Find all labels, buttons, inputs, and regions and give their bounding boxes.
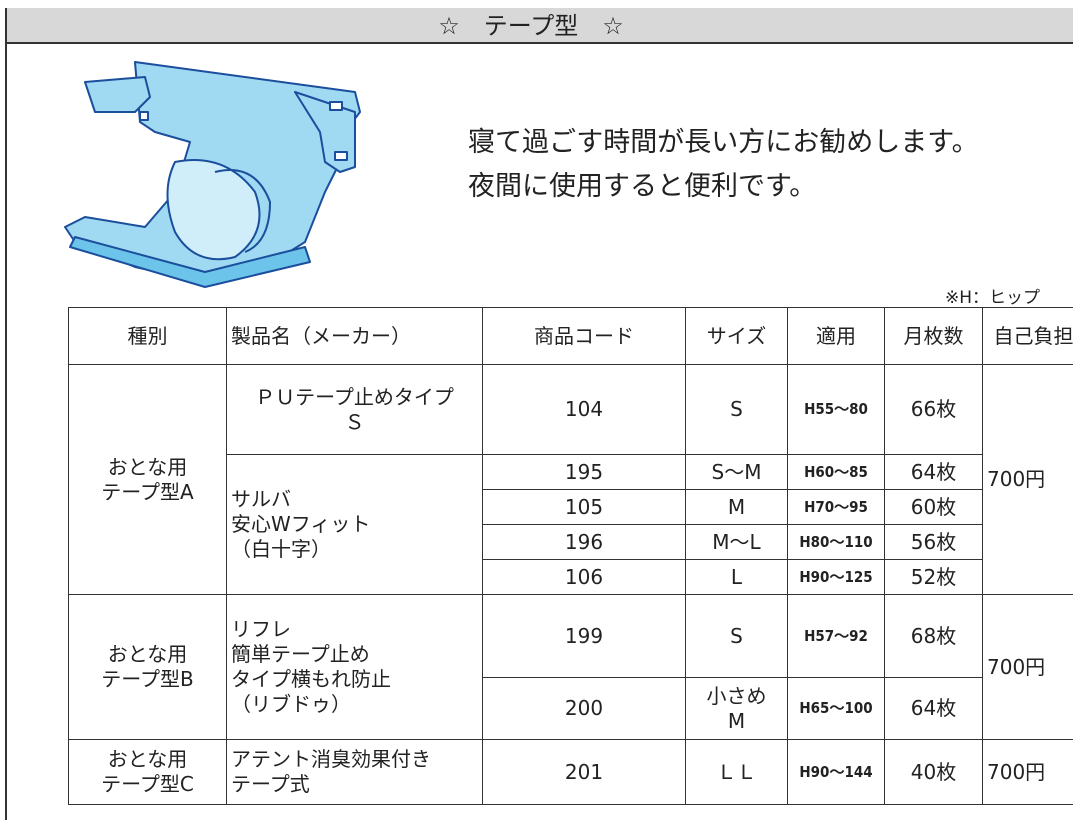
product-name: リフレ 簡単テープ止め タイプ横もれ防止 （リブドゥ） <box>227 595 483 740</box>
size: S～M <box>686 455 788 490</box>
price: 700円 <box>983 365 1073 595</box>
fit: H60～85 <box>788 455 885 490</box>
size: L <box>686 560 788 595</box>
product-code: 200 <box>483 678 686 740</box>
fit: H55～80 <box>788 365 885 455</box>
count: 56枚 <box>885 525 983 560</box>
product-name: サルバ 安心Wフィット （白十字） <box>227 455 483 595</box>
size: 小さめ M <box>686 678 788 740</box>
product-name: ＰＵテープ止めタイプ Ｓ <box>227 365 483 455</box>
size: ＬＬ <box>686 740 788 805</box>
count: 60枚 <box>885 490 983 525</box>
note: ※H：ヒップ <box>945 283 1040 308</box>
fit: H57～92 <box>788 595 885 678</box>
count: 40枚 <box>885 740 983 805</box>
product-code: 195 <box>483 455 686 490</box>
header-title: ☆ テープ型 ☆ <box>5 8 1073 44</box>
fit: H80～110 <box>788 525 885 560</box>
product-code: 201 <box>483 740 686 805</box>
column-header: 商品コード <box>483 308 686 365</box>
type-cell: おとな用 テープ型C <box>69 740 227 805</box>
type-cell: おとな用 テープ型A <box>69 365 227 595</box>
product-code: 199 <box>483 595 686 678</box>
size: M <box>686 490 788 525</box>
column-header: 月枚数 <box>885 308 983 365</box>
column-header: 製品名（メーカー） <box>227 308 483 365</box>
size: S <box>686 365 788 455</box>
type-cell: おとな用 テープ型B <box>69 595 227 740</box>
fit: H90～125 <box>788 560 885 595</box>
column-header: 適用 <box>788 308 885 365</box>
count: 64枚 <box>885 455 983 490</box>
product-code: 104 <box>483 365 686 455</box>
description: 夜間に使用すると便利です。 <box>468 164 816 203</box>
price: 700円 <box>983 740 1073 805</box>
header-row: 種別製品名（メーカー）商品コードサイズ適用月枚数自己負担 <box>69 308 1073 365</box>
product-name: アテント消臭効果付き テープ式 <box>227 740 483 805</box>
column-header: サイズ <box>686 308 788 365</box>
column-header: 自己負担 <box>983 308 1073 365</box>
size: M～L <box>686 525 788 560</box>
count: 64枚 <box>885 678 983 740</box>
count: 52枚 <box>885 560 983 595</box>
count: 68枚 <box>885 595 983 678</box>
fit: H90～144 <box>788 740 885 805</box>
product-code: 106 <box>483 560 686 595</box>
price: 700円 <box>983 595 1073 740</box>
product-code: 196 <box>483 525 686 560</box>
product-code: 105 <box>483 490 686 525</box>
column-header: 種別 <box>69 308 227 365</box>
size: S <box>686 595 788 678</box>
count: 66枚 <box>885 365 983 455</box>
illustration <box>55 52 375 292</box>
fit: H65～100 <box>788 678 885 740</box>
fit: H70～95 <box>788 490 885 525</box>
description: 寝て過ごす時間が長い方にお勧めします。 <box>468 120 979 159</box>
